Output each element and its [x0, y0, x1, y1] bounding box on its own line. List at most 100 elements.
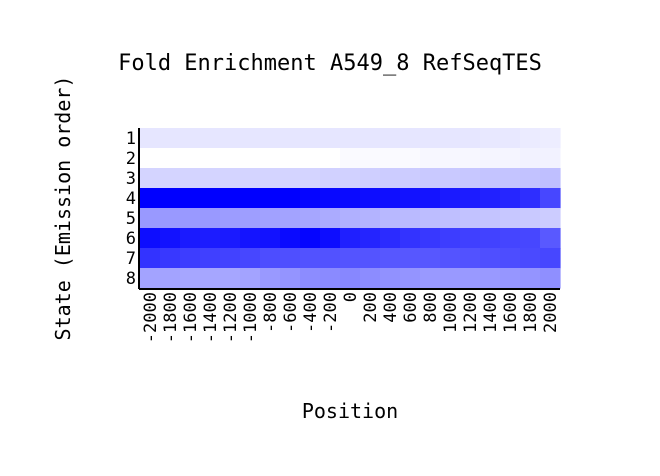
heatmap-cell — [480, 168, 501, 189]
heatmap-cell — [480, 128, 501, 149]
heatmap-cell — [460, 228, 481, 249]
heatmap-cell — [280, 128, 301, 149]
heatmap-cell — [360, 188, 381, 209]
heatmap-cell — [460, 128, 481, 149]
heatmap-cell — [320, 148, 341, 169]
heatmap-cell — [540, 128, 561, 149]
heatmap-cell — [140, 268, 161, 289]
heatmap-cell — [260, 168, 281, 189]
heatmap-cell — [520, 248, 541, 269]
heatmap-cell — [540, 188, 561, 209]
heatmap-cell — [540, 168, 561, 189]
x-tick-label: 1200 — [461, 292, 481, 333]
heatmap-cell — [480, 148, 501, 169]
heatmap-cell — [380, 208, 401, 229]
x-tick-label: 800 — [421, 292, 441, 323]
heatmap-cell — [180, 208, 201, 229]
heatmap-cell — [300, 228, 321, 249]
heatmap-cell — [140, 248, 161, 269]
heatmap-cell — [380, 268, 401, 289]
heatmap-cell — [180, 128, 201, 149]
x-tick-label: -600 — [281, 292, 301, 333]
heatmap-cell — [160, 168, 181, 189]
heatmap-cell — [320, 208, 341, 229]
heatmap-cell — [340, 248, 361, 269]
x-tick-label: 1000 — [441, 292, 461, 333]
heatmap-cell — [280, 268, 301, 289]
heatmap-cell — [220, 268, 241, 289]
heatmap-cell — [500, 228, 521, 249]
heatmap-cell — [160, 228, 181, 249]
x-tick-label: 1800 — [521, 292, 541, 333]
heatmap-cell — [340, 188, 361, 209]
heatmap-cell — [200, 168, 221, 189]
heatmap-cell — [540, 268, 561, 289]
heatmap-cell — [320, 228, 341, 249]
heatmap-cell — [260, 248, 281, 269]
heatmap-cell — [140, 208, 161, 229]
heatmap-cell — [280, 148, 301, 169]
heatmap-cell — [160, 248, 181, 269]
heatmap-cell — [540, 228, 561, 249]
heatmap-cell — [220, 168, 241, 189]
heatmap-cell — [320, 128, 341, 149]
heatmap-cell — [400, 268, 421, 289]
heatmap-cell — [380, 188, 401, 209]
heatmap-cell — [400, 248, 421, 269]
y-axis-label: State (Emission order) — [51, 76, 75, 341]
heatmap-cell — [220, 248, 241, 269]
heatmap-cell — [380, 168, 401, 189]
heatmap-cell — [420, 248, 441, 269]
heatmap-cell — [520, 268, 541, 289]
heatmap-cell — [420, 188, 441, 209]
heatmap-cell — [220, 128, 241, 149]
x-tick-labels: -2000 -1800 -1600 -1400 -1200 -1000 -800 -600 -4… — [141, 292, 561, 343]
heatmap-cell — [420, 268, 441, 289]
heatmap-cell — [360, 228, 381, 249]
heatmap-cell — [180, 168, 201, 189]
heatmap-cell — [460, 208, 481, 229]
heatmap-cell — [180, 148, 201, 169]
heatmap-cell — [300, 148, 321, 169]
y-tick-label: 4 — [126, 189, 136, 209]
heatmap-cell — [300, 168, 321, 189]
heatmap-cell — [140, 228, 161, 249]
x-tick-label: -1600 — [181, 292, 201, 343]
heatmap-cell — [360, 268, 381, 289]
heatmap-cell — [140, 148, 161, 169]
heatmap-cell — [480, 268, 501, 289]
heatmap-cell — [140, 168, 161, 189]
heatmap-cell — [260, 148, 281, 169]
heatmap-cell — [160, 128, 181, 149]
heatmap-cell — [400, 168, 421, 189]
heatmap-cell — [260, 208, 281, 229]
heatmap-cell — [500, 188, 521, 209]
heatmap-cell — [180, 268, 201, 289]
heatmap-cell — [320, 188, 341, 209]
heatmap-cell — [240, 168, 261, 189]
heatmap-cell — [260, 128, 281, 149]
heatmap-cell — [400, 128, 421, 149]
heatmap-cell — [240, 128, 261, 149]
x-tick-label: -1800 — [161, 292, 181, 343]
heatmap-cell — [240, 248, 261, 269]
heatmap-cell — [420, 148, 441, 169]
x-tick-label: -2000 — [141, 292, 161, 343]
heatmap-cell — [520, 208, 541, 229]
heatmap-cell — [440, 268, 461, 289]
heatmap-cell — [160, 148, 181, 169]
heatmap-cell — [220, 148, 241, 169]
heatmap-cell — [320, 268, 341, 289]
heatmap-cell — [240, 148, 261, 169]
heatmap-cell — [220, 228, 241, 249]
heatmap-cell — [360, 248, 381, 269]
x-tick-label: -1400 — [201, 292, 221, 343]
heatmap-cell — [380, 228, 401, 249]
x-tick-label: -200 — [321, 292, 341, 333]
x-tick-label: 0 — [341, 292, 361, 302]
heatmap-cell — [320, 168, 341, 189]
x-tick-label: -1200 — [221, 292, 241, 343]
x-tick-label: 1400 — [481, 292, 501, 333]
heatmap-cell — [240, 228, 261, 249]
heatmap-cell — [260, 268, 281, 289]
